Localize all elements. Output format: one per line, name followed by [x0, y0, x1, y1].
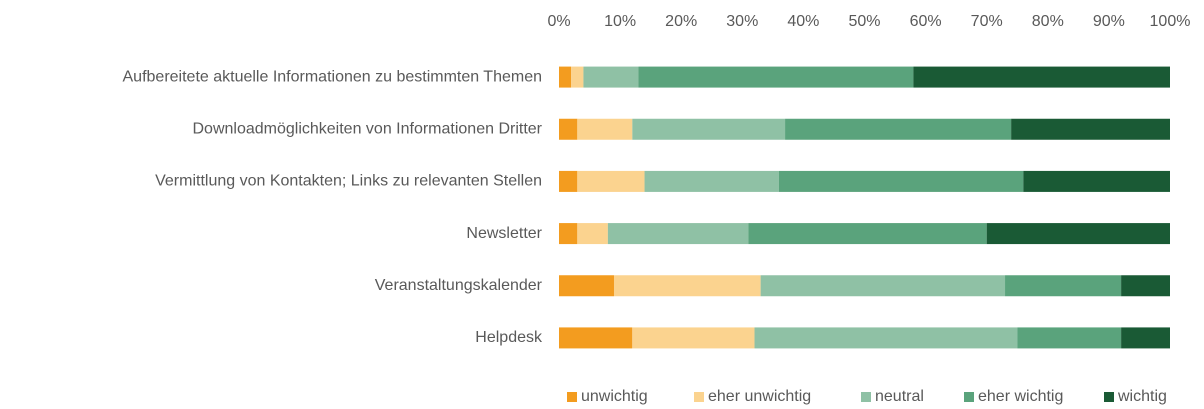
- bar-segment: [760, 275, 1006, 297]
- legend-swatch: [694, 392, 704, 402]
- bar-segment: [577, 118, 633, 140]
- bar-segment: [559, 275, 614, 297]
- bar-segment: [559, 170, 578, 192]
- bar-segment: [1005, 275, 1122, 297]
- x-tick-label: 0%: [547, 13, 570, 30]
- bar-segment: [785, 118, 1012, 140]
- bar-segment: [571, 66, 584, 88]
- bar-segment: [613, 275, 761, 297]
- category-label: Aufbereitete aktuelle Informationen zu b…: [123, 68, 543, 85]
- bar-segment: [913, 66, 1170, 88]
- legend-label: unwichtig: [581, 388, 648, 405]
- bar-segment: [577, 223, 608, 245]
- bar-segment: [577, 170, 645, 192]
- bar-segment: [559, 66, 572, 88]
- legend-swatch: [964, 392, 974, 402]
- x-tick-label: 10%: [604, 13, 636, 30]
- category-label: Veranstaltungskalender: [375, 277, 543, 294]
- category-label: Vermittlung von Kontakten; Links zu rele…: [155, 173, 542, 190]
- x-tick-label: 40%: [787, 13, 819, 30]
- bar-segment: [583, 66, 639, 88]
- bar-segment: [748, 223, 987, 245]
- legend-swatch: [567, 392, 577, 402]
- legend-label: eher unwichtig: [708, 388, 811, 405]
- bar-segment: [559, 327, 633, 349]
- legend-label: wichtig: [1117, 388, 1167, 405]
- bar-segment: [607, 223, 749, 245]
- category-label: Helpdesk: [475, 329, 543, 346]
- bar-segment: [778, 170, 1024, 192]
- bar-segment: [1121, 275, 1170, 297]
- legend-swatch: [861, 392, 871, 402]
- bar-segment: [1023, 170, 1170, 192]
- legend-swatch: [1104, 392, 1114, 402]
- bar-segment: [559, 223, 578, 245]
- x-tick-label: 60%: [910, 13, 942, 30]
- x-tick-label: 70%: [971, 13, 1003, 30]
- legend-label: eher wichtig: [978, 388, 1063, 405]
- legend-label: neutral: [875, 388, 924, 405]
- x-tick-label: 100%: [1150, 13, 1191, 30]
- x-tick-label: 30%: [726, 13, 758, 30]
- bar-segment: [632, 327, 755, 349]
- category-label: Downloadmöglichkeiten von Informationen …: [192, 120, 542, 137]
- bar-segment: [644, 170, 779, 192]
- category-label: Newsletter: [466, 225, 542, 242]
- bar-segment: [632, 118, 786, 140]
- bar-segment: [1121, 327, 1170, 349]
- x-tick-label: 20%: [665, 13, 697, 30]
- bar-segment: [559, 118, 578, 140]
- x-tick-label: 80%: [1032, 13, 1064, 30]
- bar-segment: [638, 66, 914, 88]
- bar-segment: [1017, 327, 1122, 349]
- bar-segment: [1011, 118, 1170, 140]
- x-tick-label: 50%: [848, 13, 880, 30]
- x-tick-label: 90%: [1093, 13, 1125, 30]
- bar-segment: [986, 223, 1170, 245]
- bar-segment: [754, 327, 1018, 349]
